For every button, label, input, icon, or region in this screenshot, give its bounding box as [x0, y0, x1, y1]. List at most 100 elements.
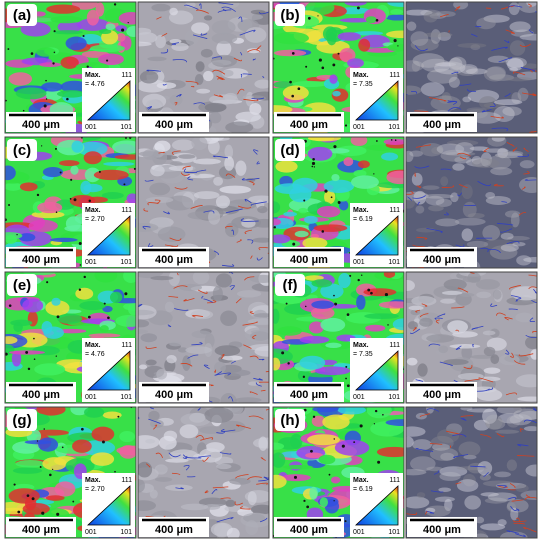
boundary	[507, 497, 516, 500]
scale-box	[274, 247, 344, 267]
label-box	[7, 4, 37, 26]
boundary	[191, 342, 203, 346]
grain	[307, 137, 335, 141]
boundary	[515, 517, 520, 522]
boundary	[260, 389, 266, 392]
boundary	[262, 76, 265, 79]
grain	[513, 407, 526, 411]
boundary	[234, 501, 244, 506]
grain	[461, 345, 473, 361]
panel: (d) 400 μm 400 μm Max. = 6.19 111 001 101	[272, 136, 538, 269]
dark-spot	[82, 34, 85, 38]
boundary	[491, 46, 508, 51]
grain	[422, 194, 454, 199]
dark-spot	[41, 145, 43, 147]
grain	[423, 32, 453, 38]
grain	[5, 165, 16, 181]
grain	[105, 23, 116, 31]
boundary	[451, 306, 465, 309]
label-box	[275, 4, 305, 26]
grain	[513, 408, 537, 421]
grain	[273, 442, 285, 450]
grain	[226, 527, 240, 538]
grain	[310, 233, 319, 239]
boundary	[524, 179, 537, 181]
boundary	[200, 437, 214, 441]
dark-spot	[61, 446, 64, 449]
boundary	[497, 485, 508, 488]
dark-spot	[346, 313, 350, 316]
boundary	[193, 102, 206, 105]
legend-111: 111	[121, 72, 132, 79]
grain	[482, 148, 509, 153]
boundary	[182, 454, 187, 460]
boundary	[521, 186, 526, 190]
grain	[441, 92, 451, 102]
dark-spot	[373, 173, 375, 175]
dark-spot	[374, 409, 378, 413]
boundary	[509, 482, 516, 488]
grain	[479, 474, 491, 481]
grain	[311, 415, 326, 427]
boundary	[256, 482, 268, 485]
grain	[212, 286, 223, 302]
grain	[273, 357, 281, 371]
boundary	[185, 80, 199, 85]
grain	[332, 90, 341, 97]
boundary	[162, 83, 167, 86]
grain	[250, 331, 269, 341]
grain	[198, 497, 227, 508]
grain	[241, 218, 256, 228]
grain	[462, 474, 476, 487]
panel-label: (b)	[280, 7, 299, 24]
grain	[516, 255, 532, 266]
dark-spot	[273, 226, 276, 229]
map-background	[406, 407, 537, 538]
grain	[138, 27, 152, 35]
grain	[115, 25, 127, 32]
contrast-map	[138, 2, 269, 133]
grain	[344, 2, 367, 6]
grain	[440, 149, 470, 162]
dark-spot	[353, 441, 356, 444]
dark-spot	[123, 183, 126, 186]
grain	[215, 195, 230, 209]
grain	[456, 466, 488, 471]
legend-101: 101	[120, 529, 132, 536]
grain	[84, 407, 105, 418]
grain	[494, 152, 523, 159]
grain	[37, 201, 63, 214]
grain	[386, 30, 404, 39]
boundary	[156, 16, 162, 20]
grain	[178, 154, 196, 159]
dark-spot	[55, 211, 58, 213]
grain	[12, 467, 43, 474]
grain	[138, 500, 156, 512]
boundary	[451, 71, 459, 75]
boundary	[249, 355, 259, 359]
boundary	[481, 108, 492, 113]
scale-box	[139, 247, 209, 267]
grain	[273, 31, 309, 45]
dark-spot	[127, 22, 129, 24]
boundary	[419, 313, 429, 318]
grain	[430, 435, 454, 451]
boundary	[228, 396, 234, 402]
grain	[154, 477, 173, 482]
boundary	[176, 94, 182, 98]
scale-text: 400 μm	[155, 119, 193, 131]
grain	[411, 296, 437, 306]
boundary	[235, 474, 249, 479]
grain	[487, 155, 512, 170]
grain	[406, 150, 414, 163]
grain	[185, 173, 215, 179]
dark-spot	[375, 18, 379, 22]
grain	[234, 397, 262, 403]
grain	[45, 300, 70, 316]
grain	[189, 412, 206, 423]
grain	[471, 158, 500, 169]
grain	[525, 464, 537, 477]
dark-spot	[86, 65, 89, 68]
dark-spot	[5, 352, 8, 356]
boundary	[525, 334, 537, 338]
